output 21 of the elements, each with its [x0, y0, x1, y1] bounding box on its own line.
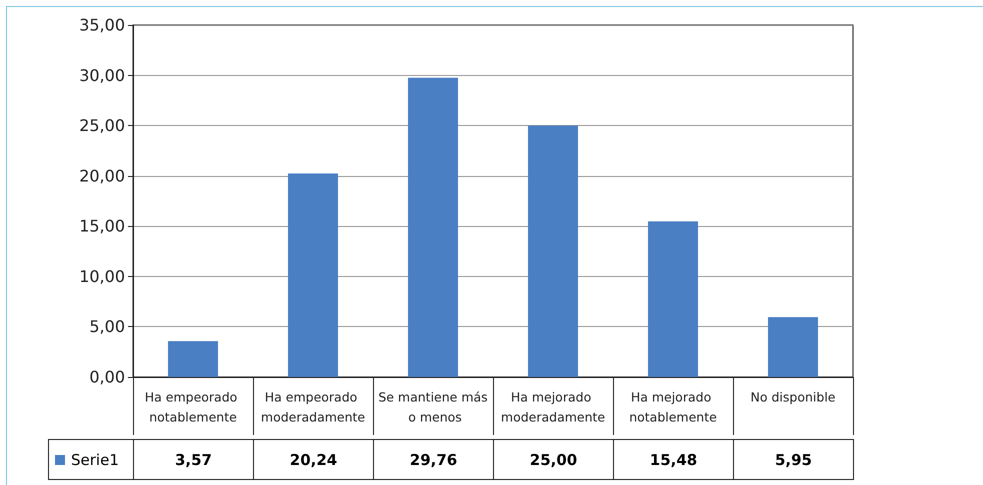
x-tick-label: Ha mejorado moderadamente	[500, 390, 606, 424]
y-tick-label: 15,00	[79, 216, 125, 236]
data-label: 3,57	[134, 440, 254, 480]
y-tick-label: 35,00	[79, 16, 125, 34]
data-label: 5,95	[734, 440, 854, 480]
y-tick-label: 20,00	[79, 166, 125, 186]
y-tick-label: 0,00	[89, 368, 125, 386]
x-tick-label: Ha empeorado moderadamente	[260, 390, 366, 424]
data-label: 25,00	[494, 440, 614, 480]
data-label: 15,48	[614, 440, 734, 480]
x-tick-label: Ha mejorado notablemente	[629, 390, 718, 424]
y-tick-label: 5,00	[89, 317, 125, 336]
data-label: 20,24	[254, 440, 374, 480]
x-tick-label: Se mantiene más o menos	[378, 390, 488, 424]
x-tick-label: No disponible	[750, 390, 836, 404]
y-tick-label: 25,00	[79, 116, 125, 136]
y-tick-label: 30,00	[79, 66, 125, 85]
data-label: 29,76	[374, 440, 494, 480]
x-tick-label: Ha empeorado notablemente	[144, 390, 242, 424]
y-tick-label: 10,00	[79, 266, 125, 286]
legend-label: Serie1	[48, 440, 134, 480]
